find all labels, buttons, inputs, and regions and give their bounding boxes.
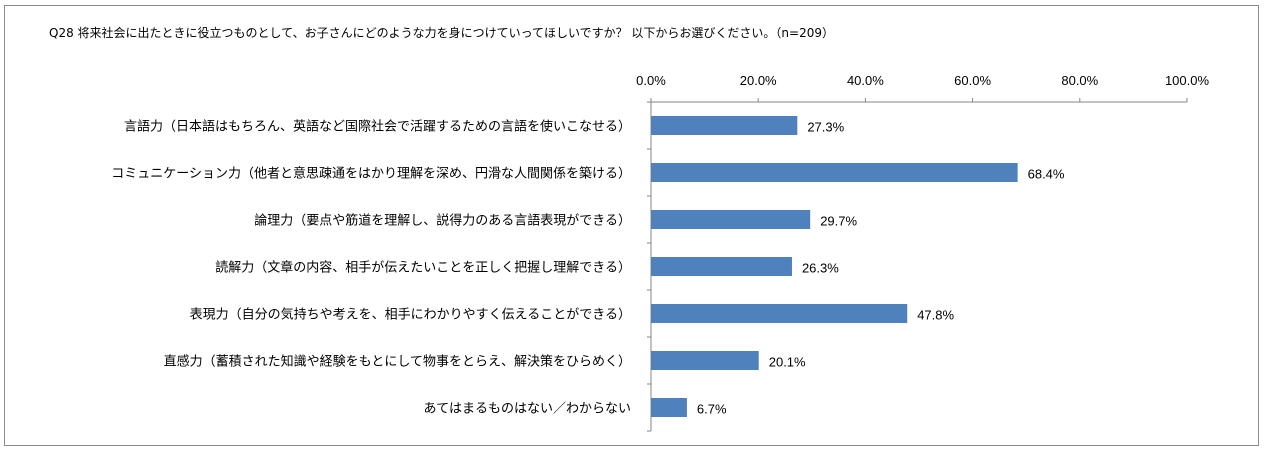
x-tick-label: 100.0% (1165, 73, 1210, 88)
category-label: コミュニケーション力（他者と意思疎通をはかり理解を深め、円滑な人間関係を築ける） (111, 166, 631, 182)
chart-frame (4, 5, 1259, 446)
value-label: 68.4% (1028, 167, 1065, 182)
value-label: 6.7% (697, 402, 727, 417)
category-label: 読解力（文章の内容、相手が伝えたいことを正しく把握し理解できる） (215, 260, 631, 276)
category-label: 論理力（要点や筋道を理解し、説得力のある言語表現ができる） (254, 213, 631, 229)
category-label: 表現力（自分の気持ちや考えを、相手にわかりやすく伝えることができる） (190, 307, 631, 323)
bar (651, 163, 1018, 182)
x-tick-label: 0.0% (636, 73, 666, 88)
category-label: 言語力（日本語はもちろん、英語など国際社会で活躍するための言語を使いこなせる） (124, 119, 631, 135)
category-label: あてはまるものはない／わからない (424, 402, 631, 417)
bar (651, 398, 687, 417)
x-tick-label: 80.0% (1061, 73, 1098, 88)
category-label: 直感力（蓄積された知識や経験をもとにして物事をとらえ、解決策をひらめく） (164, 354, 631, 370)
bar (651, 257, 792, 276)
value-label: 27.3% (807, 120, 844, 135)
x-tick-label: 40.0% (847, 73, 884, 88)
value-label: 29.7% (820, 214, 857, 229)
value-label: 20.1% (769, 355, 806, 370)
question-title: Q28 将来社会に出たときに役立つものとして、お子さんにどのような力を身につけて… (49, 26, 834, 40)
bar (651, 351, 759, 370)
value-label: 26.3% (802, 261, 839, 276)
bar (651, 304, 908, 323)
bar (651, 116, 798, 135)
x-tick-label: 60.0% (954, 73, 991, 88)
value-label: 47.8% (917, 308, 954, 323)
x-tick-label: 20.0% (740, 73, 777, 88)
bar (651, 210, 811, 229)
